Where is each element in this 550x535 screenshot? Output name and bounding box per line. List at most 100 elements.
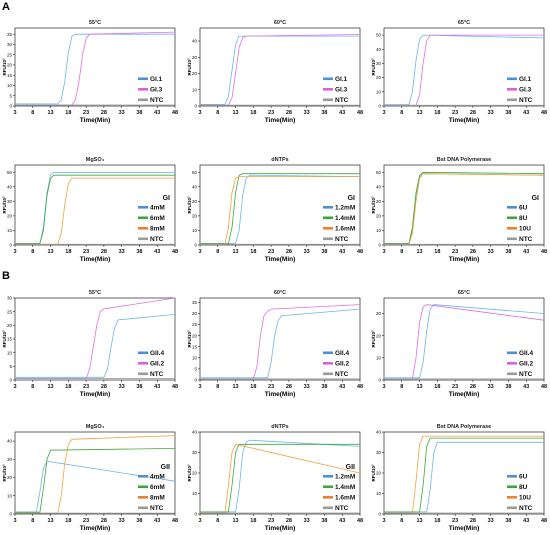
x-tick-label: 18 (250, 110, 256, 116)
y-tick-label: 10 (7, 350, 13, 355)
x-tick-label: 18 (65, 249, 71, 255)
x-tick-label: 48 (357, 518, 363, 524)
x-tick-label: 38 (505, 249, 511, 255)
x-tick-label: 23 (452, 249, 458, 255)
x-tick-label: 48 (172, 384, 178, 390)
section-label-a: A (2, 1, 10, 13)
x-tick-label: 43 (339, 249, 345, 255)
y-tick-label: 40 (192, 39, 198, 44)
x-tick-label: 18 (250, 384, 256, 390)
x-tick-label: 3 (13, 384, 16, 390)
x-tick-label: 23 (83, 518, 89, 524)
y-tick-label: 10 (192, 228, 198, 233)
chart-title: 65°C (458, 20, 470, 26)
chart-panel-b2: 60°C3 8 13 18 23 28 33 38 43 4805101520253035Time… (187, 290, 363, 398)
y-tick-label: 0 (378, 512, 381, 517)
x-tick-label: 8 (216, 110, 219, 116)
legend-group-label: GI (532, 195, 539, 202)
y-axis-label: RFU/10³ (371, 464, 376, 482)
plot-frame (14, 27, 176, 107)
series-line-gii-2 (15, 297, 176, 379)
legend-entry: GII.4 (335, 350, 349, 357)
y-tick-label: 0 (9, 512, 12, 517)
legend-entry: 1.4mM (335, 484, 355, 491)
legend-entry: 8mM (150, 495, 165, 502)
x-tick-label: 23 (268, 384, 274, 390)
y-tick-label: 10 (192, 491, 198, 496)
x-tick-label: 8 (31, 518, 34, 524)
y-tick-label: 50 (376, 170, 382, 175)
x-tick-label: 33 (488, 249, 494, 255)
x-tick-label: 33 (304, 384, 310, 390)
y-tick-label: 5 (194, 367, 197, 372)
y-tick-label: 30 (376, 311, 382, 316)
y-tick-label: 20 (192, 214, 198, 219)
x-tick-label: 3 (13, 110, 16, 116)
plot-frame (383, 164, 545, 246)
y-tick-label: 15 (192, 344, 198, 349)
x-tick-label: 28 (101, 249, 107, 255)
y-tick-label: 20 (7, 323, 13, 328)
x-tick-label: 13 (416, 249, 422, 255)
x-tick-label: 13 (47, 110, 53, 116)
legend-swatch (507, 485, 517, 489)
legend-entry: NTC (519, 97, 533, 104)
legend-entry: GII.2 (335, 361, 349, 368)
legend-swatch (138, 506, 148, 510)
x-tick-label: 48 (357, 110, 363, 116)
x-tick-label: 13 (232, 518, 238, 524)
x-tick-label: 28 (470, 110, 476, 116)
legend-swatch (138, 372, 148, 376)
legend-swatch (138, 475, 148, 478)
x-tick-label: 38 (321, 110, 327, 116)
legend-entry: NTC (519, 371, 533, 378)
x-tick-label: 23 (268, 518, 274, 524)
y-tick-label: 10 (192, 355, 198, 360)
legend-swatch (323, 88, 333, 91)
y-tick-label: 40 (7, 439, 13, 444)
x-tick-label: 28 (286, 249, 292, 255)
x-tick-label: 8 (216, 249, 219, 255)
legend-swatch (138, 362, 148, 365)
legend-swatch (507, 372, 517, 376)
x-tick-label: 3 (382, 518, 385, 524)
x-tick-label: 8 (400, 518, 403, 524)
y-tick-label: 10 (376, 228, 382, 233)
legend-group-label: GII (161, 464, 170, 471)
x-axis-label: Time(Min) (80, 391, 111, 398)
y-tick-label: 0 (194, 378, 197, 383)
legend-entry: GI.1 (519, 76, 532, 83)
y-tick-label: 15 (7, 73, 13, 78)
chart-panel-a3: 65°C3 8 13 18 23 28 33 38 43 4801020304050Time(Mi… (371, 20, 547, 124)
x-tick-label: 28 (286, 384, 292, 390)
x-tick-label: 28 (286, 110, 292, 116)
y-axis-label: RFU/10³ (2, 464, 7, 482)
x-tick-label: 38 (321, 249, 327, 255)
x-tick-label: 23 (452, 384, 458, 390)
y-tick-label: 25 (192, 322, 198, 327)
x-tick-label: 23 (83, 110, 89, 116)
x-axis-label: Time(Min) (265, 391, 296, 398)
y-tick-label: 0 (378, 104, 381, 109)
x-tick-label: 13 (232, 384, 238, 390)
y-tick-label: 40 (376, 184, 382, 189)
legend-entry: NTC (335, 505, 349, 512)
legend-entry: 10U (519, 495, 531, 502)
x-tick-label: 13 (232, 249, 238, 255)
y-axis-label: RFU/10³ (2, 196, 7, 214)
legend-swatch (323, 206, 333, 209)
x-tick-label: 33 (304, 249, 310, 255)
legend-entry: 4mM (150, 205, 165, 212)
x-tick-label: 18 (434, 249, 440, 255)
x-tick-label: 18 (434, 518, 440, 524)
x-tick-label: 38 (505, 110, 511, 116)
x-tick-label: 28 (101, 384, 107, 390)
x-tick-label: 13 (416, 110, 422, 116)
legend-entry: GII.4 (150, 350, 164, 357)
x-tick-label: 13 (47, 384, 53, 390)
y-tick-label: 10 (192, 87, 198, 92)
x-tick-label: 38 (136, 384, 142, 390)
y-tick-label: 50 (7, 170, 13, 175)
